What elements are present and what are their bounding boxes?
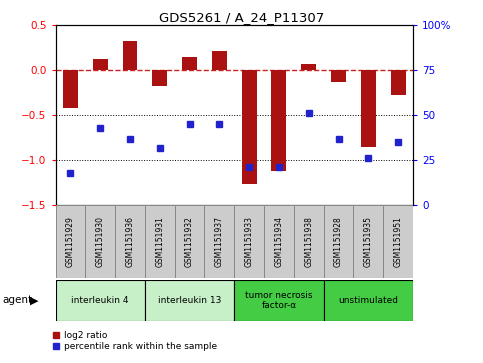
Bar [234, 205, 264, 278]
Text: GSM1151932: GSM1151932 [185, 216, 194, 267]
Text: GSM1151936: GSM1151936 [126, 216, 134, 267]
Text: tumor necrosis
factor-α: tumor necrosis factor-α [245, 291, 313, 310]
Bar [264, 205, 294, 278]
Text: GSM1151951: GSM1151951 [394, 216, 402, 267]
Text: interleukin 4: interleukin 4 [71, 296, 129, 305]
Text: GSM1151938: GSM1151938 [304, 216, 313, 267]
Bar [361, 70, 376, 147]
Bar [354, 205, 383, 278]
Text: unstimulated: unstimulated [338, 296, 398, 305]
Bar [152, 70, 167, 86]
Bar [331, 70, 346, 82]
Bar [63, 70, 78, 108]
Bar [383, 205, 413, 278]
Bar [324, 280, 413, 321]
Bar [182, 57, 197, 70]
Bar [391, 70, 406, 95]
Text: interleukin 13: interleukin 13 [158, 296, 221, 305]
Bar [93, 59, 108, 70]
Text: GSM1151931: GSM1151931 [156, 216, 164, 267]
Bar [242, 70, 256, 184]
Bar [145, 205, 175, 278]
Text: GDS5261 / A_24_P11307: GDS5261 / A_24_P11307 [159, 11, 324, 24]
Bar [56, 280, 145, 321]
Text: ▶: ▶ [30, 295, 39, 305]
Legend: log2 ratio, percentile rank within the sample: log2 ratio, percentile rank within the s… [53, 331, 217, 351]
Text: GSM1151937: GSM1151937 [215, 216, 224, 267]
Text: GSM1151929: GSM1151929 [66, 216, 75, 267]
Bar [85, 205, 115, 278]
Bar [301, 64, 316, 70]
Text: GSM1151930: GSM1151930 [96, 216, 105, 267]
Text: GSM1151933: GSM1151933 [245, 216, 254, 267]
Bar [145, 280, 234, 321]
Bar [123, 41, 138, 70]
Bar [294, 205, 324, 278]
Bar [56, 205, 85, 278]
Bar [212, 50, 227, 70]
Bar [234, 280, 324, 321]
Bar [175, 205, 204, 278]
Bar [271, 70, 286, 171]
Text: GSM1151935: GSM1151935 [364, 216, 373, 267]
Bar [115, 205, 145, 278]
Bar [204, 205, 234, 278]
Text: GSM1151934: GSM1151934 [274, 216, 284, 267]
Text: GSM1151928: GSM1151928 [334, 216, 343, 267]
Bar [324, 205, 354, 278]
Text: agent: agent [2, 295, 32, 305]
